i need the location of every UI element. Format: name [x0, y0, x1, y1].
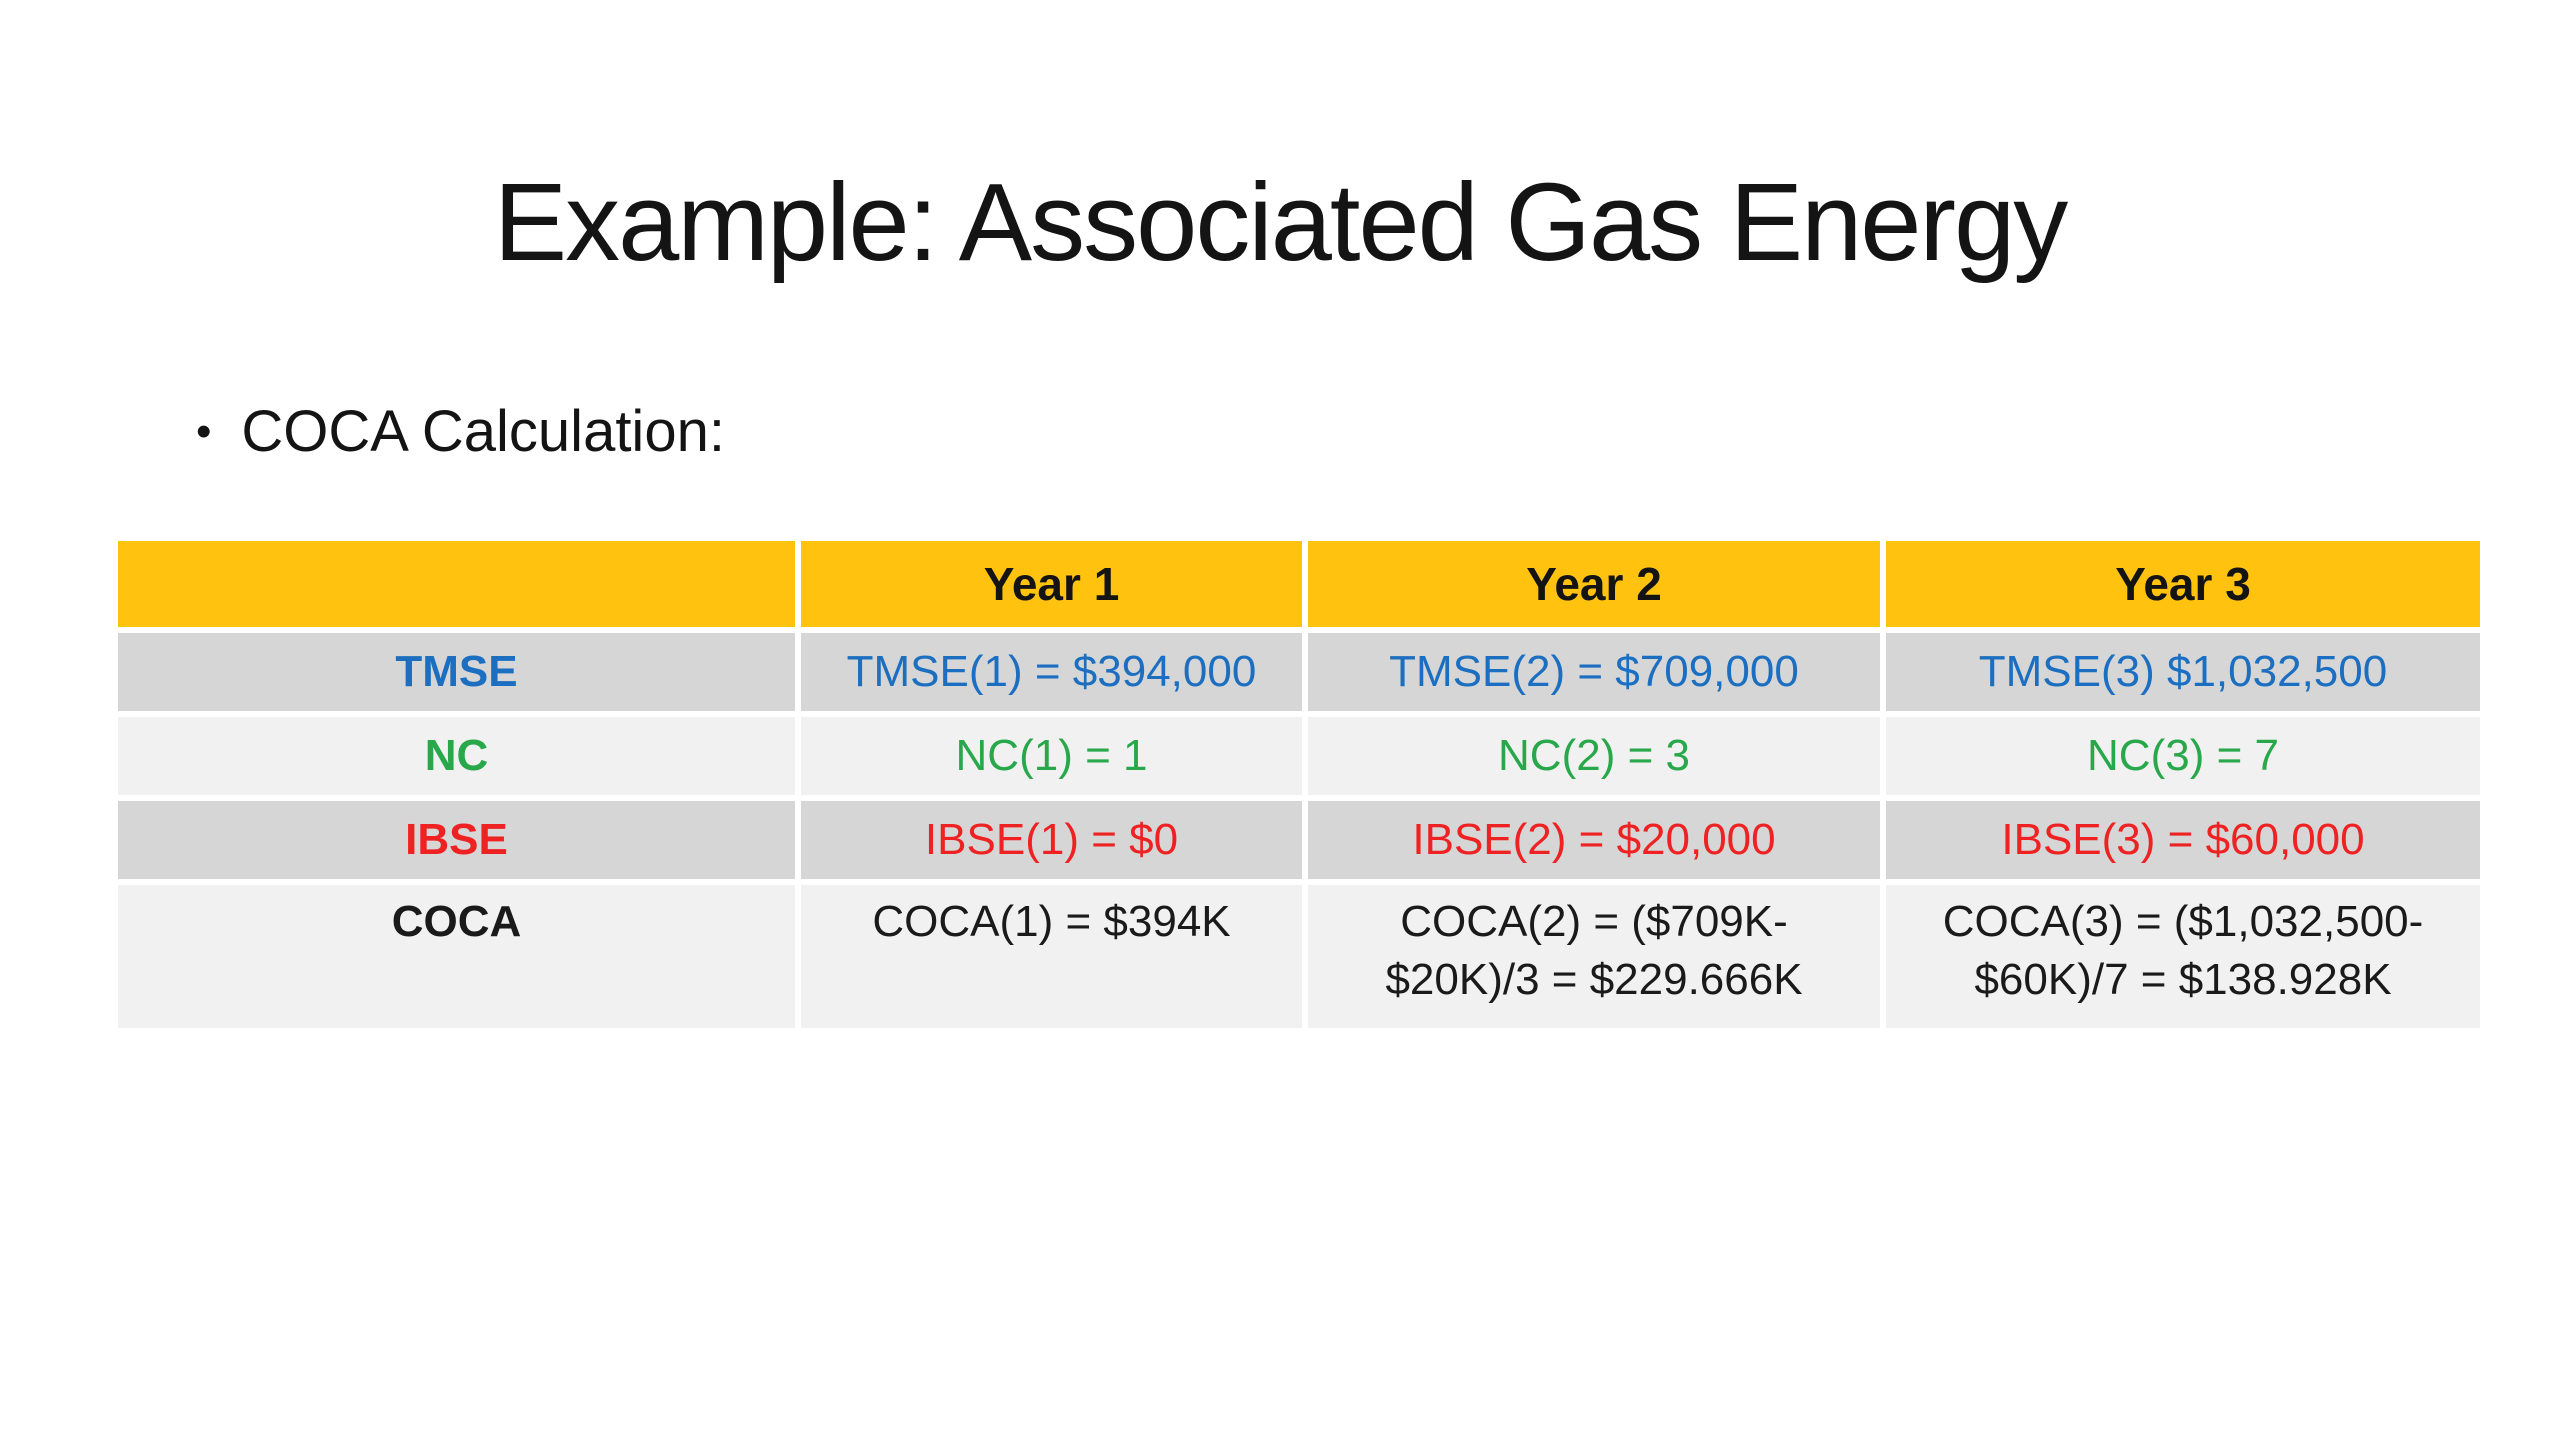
header-cell-year-3: Year 3	[1886, 541, 2480, 627]
cell-tmse-year-2: TMSE(2) = $709,000	[1308, 633, 1880, 711]
cell-coca-year-3: COCA(3) = ($1,032,500- $60K)/7 = $138.92…	[1886, 885, 2480, 1028]
header-cell-blank	[118, 541, 795, 627]
cell-ibse-year-3: IBSE(3) = $60,000	[1886, 801, 2480, 879]
cell-tmse-year-1: TMSE(1) = $394,000	[801, 633, 1302, 711]
bullet-icon: •	[196, 406, 212, 456]
header-cell-year-2: Year 2	[1308, 541, 1880, 627]
cell-nc-year-3: NC(3) = 7	[1886, 717, 2480, 795]
coca-table: Year 1 Year 2 Year 3 TMSE TMSE(1) = $394…	[118, 541, 2480, 1028]
cell-coca-year-1: COCA(1) = $394K	[801, 885, 1302, 1028]
header-cell-year-1: Year 1	[801, 541, 1302, 627]
cell-nc-year-2: NC(2) = 3	[1308, 717, 1880, 795]
bullet-item: • COCA Calculation:	[196, 398, 725, 465]
slide-title: Example: Associated Gas Energy	[493, 161, 2069, 284]
row-label-tmse: TMSE	[118, 633, 795, 711]
row-label-ibse: IBSE	[118, 801, 795, 879]
cell-tmse-year-3: TMSE(3) $1,032,500	[1886, 633, 2480, 711]
cell-ibse-year-2: IBSE(2) = $20,000	[1308, 801, 1880, 879]
bullet-text: COCA Calculation:	[241, 399, 725, 464]
row-label-nc: NC	[118, 717, 795, 795]
cell-nc-year-1: NC(1) = 1	[801, 717, 1302, 795]
cell-ibse-year-1: IBSE(1) = $0	[801, 801, 1302, 879]
cell-coca-year-2: COCA(2) = ($709K- $20K)/3 = $229.666K	[1308, 885, 1880, 1028]
row-label-coca: COCA	[118, 885, 795, 1028]
